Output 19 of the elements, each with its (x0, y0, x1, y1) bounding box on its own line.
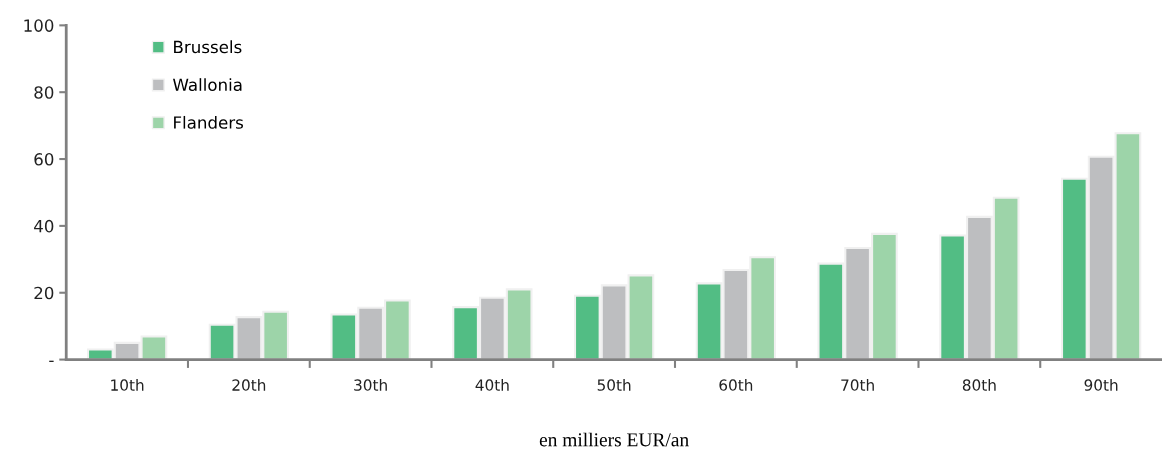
y-tick-label: - (49, 360, 54, 363)
x-tick-label: 10th (111, 379, 144, 391)
x-tick-label: 20th (232, 379, 266, 391)
x-tick-label: 60th (719, 379, 753, 391)
legend-label: Flanders (174, 115, 244, 129)
legend-label: Wallonia (173, 78, 242, 92)
x-tick-label: 30th (354, 379, 387, 391)
y-tick-label: 100 (24, 19, 54, 32)
legend-label: Brussels (174, 40, 242, 54)
x-axis-title: en milliers EUR/an (539, 432, 689, 447)
y-tick-label: 60 (34, 153, 54, 166)
x-tick-label: 90th (1084, 379, 1118, 391)
x-tick-label: 40th (475, 379, 509, 391)
x-tick-label: 70th (841, 379, 874, 391)
x-tick-label: 80th (962, 379, 996, 391)
y-tick-label: 20 (34, 286, 54, 300)
x-tick-label: 50th (597, 379, 631, 391)
y-tick-label: 80 (34, 86, 54, 99)
y-tick-label: 40 (34, 219, 54, 233)
